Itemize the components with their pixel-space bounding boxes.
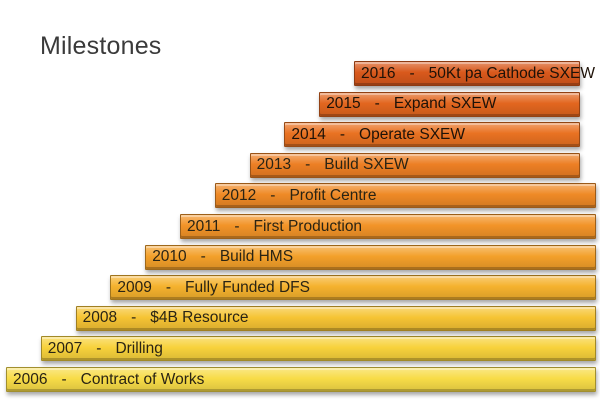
milestone-year: 2008 <box>82 309 118 327</box>
milestone-separator: - <box>270 186 276 204</box>
milestone-label: 2007- Drilling <box>48 340 163 358</box>
milestone-year: 2015 <box>326 95 361 113</box>
milestone-separator: - <box>374 95 380 113</box>
milestone-year: 2013 <box>256 156 292 174</box>
milestone-bar-2011: 2011- First Production <box>180 214 596 239</box>
milestone-label: 2006- Contract of Works <box>13 371 204 389</box>
milestone-text: First Production <box>253 217 363 235</box>
milestone-separator: - <box>61 370 67 388</box>
milestone-text: Operate SXEW <box>359 125 466 143</box>
milestone-text: Profit Centre <box>289 186 377 204</box>
milestone-bar-2010: 2010- Build HMS <box>145 244 596 270</box>
milestone-bar-2016: 2016-50Kt pa Cathode SXEW <box>354 61 595 86</box>
milestone-text: Expand SXEW <box>393 95 497 113</box>
milestone-label: 2011- First Production <box>187 218 362 236</box>
milestone-year: 2010 <box>152 248 187 266</box>
milestone-bar-2012: 2012- Profit Centre <box>214 183 596 209</box>
milestone-year: 2016 <box>361 64 396 82</box>
milestone-label: 2008- $4B Resource <box>83 309 249 327</box>
milestone-bar-2008: 2008- $4B Resource <box>75 305 596 331</box>
milestone-separator: - <box>200 248 206 266</box>
milestone-label: 2010- Build HMS <box>152 248 293 266</box>
milestone-text: Build HMS <box>219 248 294 266</box>
milestone-year: 2014 <box>291 125 326 143</box>
milestone-label: 2013- Build SXEW <box>257 156 409 174</box>
milestone-text: Drilling <box>115 339 163 357</box>
milestone-text: 50Kt pa Cathode SXEW <box>428 64 595 82</box>
milestone-separator: - <box>409 64 415 82</box>
milestone-year: 2006 <box>13 370 48 388</box>
milestone-label: 2014- Operate SXEW <box>291 126 465 144</box>
milestone-year: 2007 <box>47 339 83 357</box>
milestone-bar-2006: 2006- Contract of Works <box>6 367 596 392</box>
milestone-text: Fully Funded DFS <box>185 278 310 296</box>
milestone-separator: - <box>165 278 172 296</box>
milestone-label: 2016-50Kt pa Cathode SXEW <box>361 65 595 83</box>
milestone-separator: - <box>96 339 102 357</box>
milestone-year: 2012 <box>221 186 257 204</box>
milestone-bar-2009: 2009- Fully Funded DFS <box>110 275 596 301</box>
slide-title: Milestones <box>40 32 162 60</box>
milestone-label: 2009- Fully Funded DFS <box>117 279 310 297</box>
milestone-text: Contract of Works <box>80 370 205 388</box>
milestone-bar-2013: 2013- Build SXEW <box>249 152 580 178</box>
milestone-year: 2011 <box>187 217 221 235</box>
milestone-separator: - <box>234 217 240 235</box>
milestone-bar-2014: 2014- Operate SXEW <box>284 122 580 148</box>
milestone-year: 2009 <box>117 278 152 296</box>
milestone-bar-2007: 2007- Drilling <box>40 336 596 362</box>
milestone-separator: - <box>339 125 346 143</box>
milestone-text: Build SXEW <box>324 156 409 174</box>
milestone-text: $4B Resource <box>150 309 249 327</box>
milestone-bar-2015: 2015- Expand SXEW <box>319 91 580 117</box>
milestone-separator: - <box>131 309 137 327</box>
milestone-label: 2015- Expand SXEW <box>326 95 496 113</box>
milestone-separator: - <box>305 156 311 174</box>
milestone-label: 2012- Profit Centre <box>222 187 377 205</box>
